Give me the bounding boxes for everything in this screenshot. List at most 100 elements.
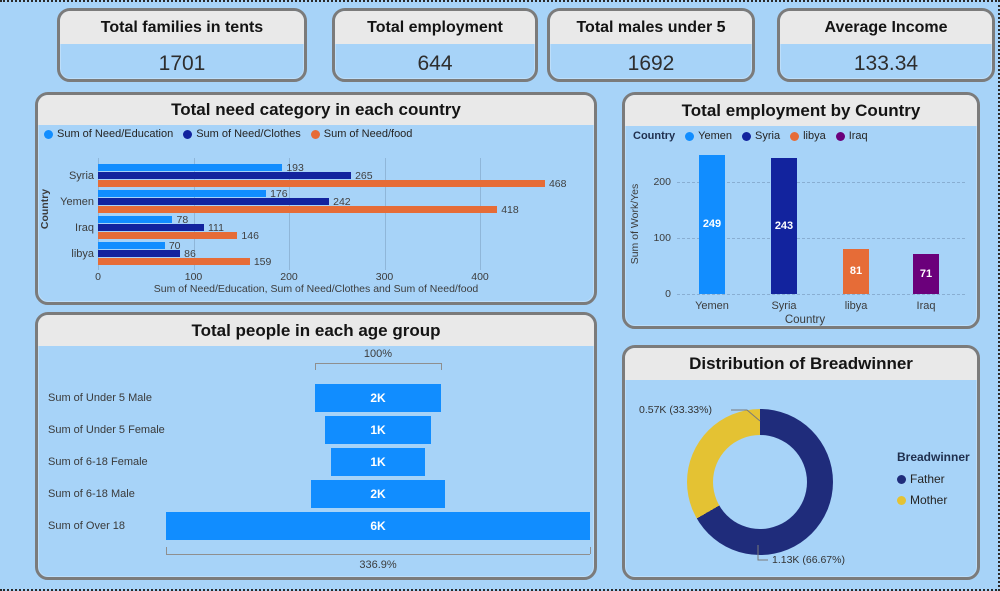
legend-label: Iraq [848,130,868,142]
chart-title: Total employment by Country [625,95,977,126]
gridline-x [98,158,99,270]
funnel-category-label: Sum of Over 18 [48,520,126,532]
bar-syria-0[interactable] [98,164,283,171]
gridline-y [677,294,965,295]
x-tick-label: 300 [375,271,394,283]
x-tick-label: 200 [280,271,298,283]
need-chart-plot: Sum of Need/Education Sum of Need/Clothes… [38,125,594,299]
legend-swatch [790,131,800,141]
legend-item-mother-swatch[interactable]: Mother [897,493,947,507]
bar-yemen[interactable] [699,154,725,294]
chart-title: Total people in each age group [38,315,594,346]
y-category-label: Iraq [75,222,94,234]
funnel-bar-3[interactable] [311,480,445,508]
bar-value-label: 71 [919,268,933,281]
funnel-top-percent-label: 100% [363,348,393,360]
legend-item-iraq[interactable]: Iraq [835,130,868,142]
donut-leader-lines [731,409,768,561]
x-axis-title: Country [784,314,826,326]
bar-iraq-2[interactable] [98,232,238,239]
funnel-bracket-tick [440,363,442,370]
x-category-label: libya [844,300,868,312]
legend-swatch [310,129,320,139]
gridline-x [480,158,481,270]
legend-label: Sum of Need/food [323,128,413,140]
gridline-y [677,238,965,239]
x-category-label: Syria [771,300,797,312]
funnel-bar-1[interactable] [325,416,431,444]
kpi-value: 133.34 [853,52,919,75]
funnel-bar-2[interactable] [330,448,426,476]
donut-chart-plot: 0.57K (33.33%) 1.13K (66.67%) Breadwinne… [625,380,977,577]
need-chart-legend: Sum of Need/Education Sum of Need/Clothes… [44,128,412,140]
legend-item-father-swatch[interactable]: Father [897,472,945,486]
legend-item-mother[interactable]: Mother [897,493,947,507]
chart-panel-need-by-country[interactable]: Total need category in each country Sum … [35,92,597,305]
bar-value-label: 242 [333,196,351,208]
legend-label: Syria [755,130,781,142]
kpi-title: Total males under 5 [550,11,752,44]
chart-panel-employment-by-country[interactable]: Total employment by Country Country Yeme… [622,92,980,329]
legend-item-sum-of-need-education[interactable]: Sum of Need/Education [44,128,173,140]
legend-label: Father [910,472,945,486]
y-tick-label: 100 [653,232,671,244]
donut-label-mother: 0.57K (33.33%) [639,404,712,416]
legend-item-yemen[interactable]: Yemen [685,130,732,142]
bar-value-label: 146 [241,230,259,242]
bar-syria-1[interactable] [98,172,352,179]
gridline-x [193,158,195,270]
chart-panel-breadwinner-donut[interactable]: Distribution of Breadwinner 0.57K (33.33… [622,345,980,580]
bar-libya-1[interactable] [98,250,181,257]
x-category-label: Iraq [916,300,936,312]
bar-libya-0[interactable] [98,242,165,249]
legend-label: Sum of Need/Education [57,128,174,140]
bar-value-label: 86 [184,248,196,260]
employment-chart-plot: Country Yemen Syria libya Iraq Sum of Work/… [625,126,977,326]
kpi-card-males-under-5[interactable]: Total males under 5 1692 [547,8,755,82]
legend-swatch [897,474,906,484]
bar-libya-2[interactable] [98,258,250,265]
bar-iraq[interactable] [913,254,939,294]
bar-libya[interactable] [843,248,869,294]
legend-item-father[interactable]: Father [897,472,945,486]
gridline-y [677,182,965,183]
funnel-chart-plot: 100% 336.9% Sum of Under 5 Male 2K Sum of … [38,346,594,574]
bar-iraq-0[interactable] [98,216,173,223]
funnel-bar-value-label: 6K [370,519,386,533]
bar-yemen-2[interactable] [98,206,498,213]
bar-yemen-0[interactable] [98,190,267,197]
legend-item-libya[interactable]: libya [790,130,826,142]
bar-iraq-1[interactable] [98,224,204,231]
bar-value-label: 159 [253,256,272,268]
donut-legend-title: Breadwinner [897,450,970,464]
bar-yemen-1[interactable] [98,198,330,205]
legend-item-sum-of-need-clothes[interactable]: Sum of Need/Clothes [183,128,301,140]
funnel-category-label: Sum of 6-18 Female [48,456,148,468]
legend-title: Country [633,130,676,142]
legend-swatch [685,131,695,141]
funnel-bar-0[interactable] [315,384,441,412]
bar-syria-2[interactable] [98,180,545,187]
legend-swatch [897,495,906,505]
legend-item-syria[interactable]: Syria [742,130,780,142]
kpi-card-total-employment[interactable]: Total employment 644 [332,8,538,82]
funnel-bracket-tick [590,547,591,554]
kpi-card-average-income[interactable]: Average Income 133.34 [777,8,995,82]
legend-swatch [835,131,845,141]
y-tick-label: 200 [653,176,671,188]
funnel-bar-value-label: 2K [370,487,386,501]
kpi-card-total-families[interactable]: Total families in tents 1701 [57,8,307,82]
bar-value-label: 418 [501,204,519,216]
chart-panel-age-funnel[interactable]: Total people in each age group 100% 336.… [35,312,597,580]
bar-syria[interactable] [771,157,797,294]
legend-label: Mother [910,493,948,507]
legend-item-sum-of-need-food[interactable]: Sum of Need/food [310,128,413,140]
y-category-label: Syria [68,170,94,182]
funnel-bar-4[interactable] [166,512,590,540]
gridline-x [384,158,386,270]
kpi-value: 1692 [627,52,675,75]
donut-hole [713,435,807,529]
donut-label-father: 1.13K (66.67%) [772,554,845,566]
kpi-title: Average Income [780,11,992,44]
bar-value-label: 468 [548,178,567,190]
